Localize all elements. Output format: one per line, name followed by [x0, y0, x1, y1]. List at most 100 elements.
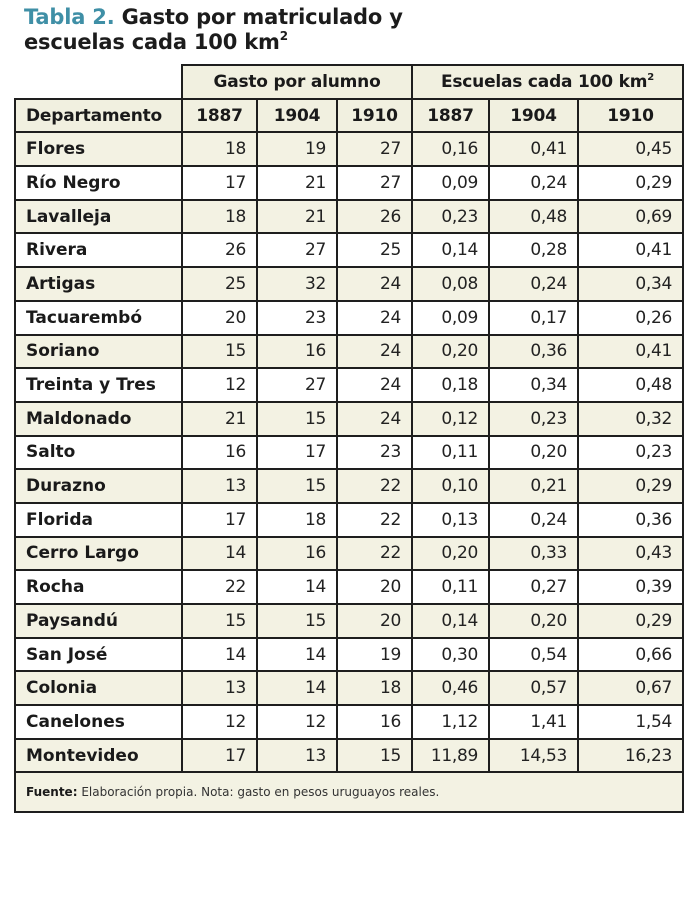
table-row: Lavalleja 18 21 26 0,23 0,48 0,69: [14, 198, 684, 235]
spending-1887-cell: 17: [181, 165, 258, 201]
department-cell: Río Negro: [14, 165, 183, 201]
spending-1887-cell: 15: [181, 333, 258, 370]
footnote-label: Fuente:: [26, 785, 78, 800]
department-cell: Artigas: [14, 266, 183, 302]
department-cell: Durazno: [14, 468, 183, 504]
schools-1904-cell: 0,57: [488, 670, 579, 707]
schools-1887-cell: 0,20: [411, 333, 490, 370]
schools-1887-cell: 0,18: [411, 367, 490, 403]
spending-1910-cell: 26: [336, 198, 413, 235]
blank-corner-cell: [15, 65, 183, 100]
table-row: Florida 17 18 22 0,13 0,24 0,36: [14, 501, 684, 538]
footnote-row: Fuente: Elaboración propia. Nota: gasto …: [14, 771, 684, 814]
schools-1910-cell: 0,29: [577, 165, 684, 201]
table-title: Tabla 2. Gasto por matriculado y escuela…: [24, 5, 684, 55]
spending-1904-cell: 15: [256, 603, 338, 639]
schools-1910-cell: 0,66: [577, 636, 684, 673]
schools-1887-cell: 0,11: [411, 434, 490, 471]
spending-1904-cell: 27: [256, 367, 338, 403]
column-header-row: Departamento 1887 1904 1910 1887 1904 19…: [14, 97, 684, 134]
schools-1904-cell: 0,41: [488, 131, 579, 168]
schools-1910-cell: 0,36: [577, 501, 684, 538]
spending-1910-cell: 25: [336, 232, 413, 269]
spending-1887-cell: 22: [181, 569, 258, 605]
spending-1887-cell: 15: [181, 603, 258, 639]
spending-1887-cell: 18: [181, 198, 258, 235]
schools-1887-cell: 0,11: [411, 569, 490, 605]
table-row: Treinta y Tres 12 27 24 0,18 0,34 0,48: [14, 367, 684, 403]
schools-1904-cell: 1,41: [488, 704, 579, 740]
schools-1910-cell: 0,45: [577, 131, 684, 168]
table-row: Salto 16 17 23 0,11 0,20 0,23: [14, 434, 684, 471]
spending-1904-cell: 23: [256, 299, 338, 336]
spending-1887-cell: 14: [181, 636, 258, 673]
column-header-schools-1910: 1910: [577, 97, 684, 134]
spending-1887-cell: 25: [181, 266, 258, 302]
schools-1904-cell: 0,24: [488, 165, 579, 201]
department-cell: Treinta y Tres: [14, 367, 183, 403]
schools-1910-cell: 0,43: [577, 535, 684, 572]
schools-1887-cell: 0,46: [411, 670, 490, 707]
spending-1887-cell: 16: [181, 434, 258, 471]
spending-1910-cell: 24: [336, 299, 413, 336]
table-row: Durazno 13 15 22 0,10 0,21 0,29: [14, 468, 684, 504]
schools-1910-cell: 0,41: [577, 333, 684, 370]
schools-1904-cell: 0,20: [488, 434, 579, 471]
title-text-line1: Gasto por matriculado y: [121, 5, 403, 29]
schools-1910-cell: 0,29: [577, 468, 684, 504]
department-cell: Florida: [14, 501, 183, 538]
group-header-schools-sup: 2: [647, 71, 655, 83]
schools-1887-cell: 1,12: [411, 704, 490, 740]
schools-1910-cell: 0,67: [577, 670, 684, 707]
schools-1887-cell: 0,09: [411, 165, 490, 201]
schools-1887-cell: 0,14: [411, 232, 490, 269]
footnote-text: Elaboración propia. Nota: gasto en pesos…: [81, 785, 440, 800]
schools-1887-cell: 11,89: [411, 737, 490, 774]
table-row: Tacuarembó 20 23 24 0,09 0,17 0,26: [14, 299, 684, 336]
column-header-spending-1887: 1887: [181, 97, 258, 134]
department-cell: Rocha: [14, 569, 183, 605]
column-header-spending-1904: 1904: [256, 97, 338, 134]
spending-1904-cell: 13: [256, 737, 338, 774]
department-cell: Colonia: [14, 670, 183, 707]
schools-1904-cell: 0,20: [488, 603, 579, 639]
department-cell: San José: [14, 636, 183, 673]
spending-1887-cell: 17: [181, 737, 258, 774]
column-header-schools-1887: 1887: [411, 97, 490, 134]
column-header-spending-1910: 1910: [336, 97, 413, 134]
spending-1910-cell: 22: [336, 468, 413, 504]
table-row: Rivera 26 27 25 0,14 0,28 0,41: [14, 232, 684, 269]
schools-1904-cell: 0,36: [488, 333, 579, 370]
schools-1887-cell: 0,12: [411, 400, 490, 437]
schools-1887-cell: 0,16: [411, 131, 490, 168]
spending-1904-cell: 14: [256, 670, 338, 707]
table-row: Flores 18 19 27 0,16 0,41 0,45: [14, 131, 684, 168]
department-cell: Tacuarembó: [14, 299, 183, 336]
spending-1904-cell: 15: [256, 400, 338, 437]
spending-1904-cell: 17: [256, 434, 338, 471]
title-superscript: 2: [279, 29, 288, 43]
data-table: Gasto por alumno Escuelas cada 100 km2 D…: [14, 64, 684, 814]
spending-1904-cell: 21: [256, 165, 338, 201]
spending-1887-cell: 13: [181, 468, 258, 504]
spending-1910-cell: 22: [336, 501, 413, 538]
schools-1904-cell: 0,24: [488, 266, 579, 302]
table-row: Canelones 12 12 16 1,12 1,41 1,54: [14, 704, 684, 740]
schools-1904-cell: 0,48: [488, 198, 579, 235]
spending-1910-cell: 27: [336, 131, 413, 168]
schools-1904-cell: 0,17: [488, 299, 579, 336]
schools-1887-cell: 0,14: [411, 603, 490, 639]
spending-1910-cell: 18: [336, 670, 413, 707]
spending-1910-cell: 24: [336, 400, 413, 437]
schools-1910-cell: 0,29: [577, 603, 684, 639]
schools-1904-cell: 0,34: [488, 367, 579, 403]
schools-1910-cell: 1,54: [577, 704, 684, 740]
spending-1904-cell: 14: [256, 636, 338, 673]
schools-1887-cell: 0,30: [411, 636, 490, 673]
schools-1910-cell: 0,39: [577, 569, 684, 605]
footnote: Fuente: Elaboración propia. Nota: gasto …: [14, 771, 684, 814]
schools-1910-cell: 0,26: [577, 299, 684, 336]
department-cell: Cerro Largo: [14, 535, 183, 572]
spending-1910-cell: 27: [336, 165, 413, 201]
schools-1904-cell: 0,21: [488, 468, 579, 504]
